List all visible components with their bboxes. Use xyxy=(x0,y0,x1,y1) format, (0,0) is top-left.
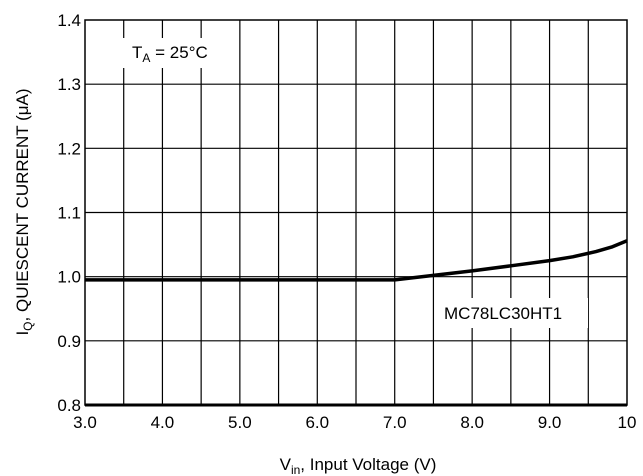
x-axis-label: Vin, Input Voltage (V) xyxy=(280,455,437,476)
x-tick-label: 5.0 xyxy=(228,413,252,432)
y-tick-label: 1.3 xyxy=(57,75,81,94)
series-layer xyxy=(85,239,628,282)
x-tick-label: 4.0 xyxy=(151,413,175,432)
y-axis-label: IQ, QUIESCENT CURRENT (μA) xyxy=(13,88,35,335)
y-tick-label: 1.4 xyxy=(57,11,81,30)
x-tick-labels: 3.0 4.0 5.0 6.0 7.0 8.0 9.0 10 xyxy=(73,413,636,432)
series-label-box xyxy=(438,298,588,328)
y-tick-label: 1.1 xyxy=(57,204,81,223)
y-tick-label: 1.0 xyxy=(57,268,81,287)
x-tick-label: 3.0 xyxy=(73,413,97,432)
x-tick-label: 7.0 xyxy=(383,413,407,432)
series-label: MC78LC30HT1 xyxy=(444,304,562,323)
y-tick-labels: 0.8 0.9 1.0 1.1 1.2 1.3 1.4 xyxy=(57,11,81,415)
series-line xyxy=(85,239,628,282)
x-tick-label: 6.0 xyxy=(305,413,329,432)
condition-annotation: TA = 25°C xyxy=(132,43,208,65)
y-tick-label: 0.9 xyxy=(57,332,81,351)
grid xyxy=(85,20,627,405)
x-tick-label: 9.0 xyxy=(538,413,562,432)
condition-box xyxy=(120,38,225,68)
plot-frame xyxy=(84,19,628,407)
x-tick-label: 8.0 xyxy=(460,413,484,432)
x-tick-label: 10 xyxy=(618,413,637,432)
y-tick-label: 0.8 xyxy=(57,396,81,415)
y-tick-label: 1.2 xyxy=(57,139,81,158)
